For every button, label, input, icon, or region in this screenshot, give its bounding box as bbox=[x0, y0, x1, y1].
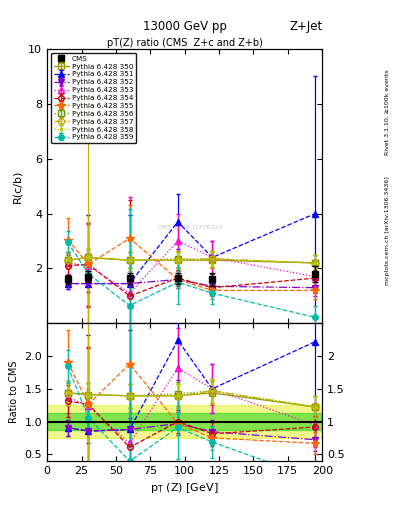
Text: Rivet 3.1.10, ≥100k events: Rivet 3.1.10, ≥100k events bbox=[385, 70, 389, 156]
Text: Z+Jet: Z+Jet bbox=[289, 20, 322, 33]
Text: mcplots.cern.ch [arXiv:1306.3436]: mcplots.cern.ch [arXiv:1306.3436] bbox=[385, 176, 389, 285]
Legend: CMS, Pythia 6.428 350, Pythia 6.428 351, Pythia 6.428 352, Pythia 6.428 353, Pyt: CMS, Pythia 6.428 350, Pythia 6.428 351,… bbox=[51, 53, 136, 143]
Y-axis label: Ratio to CMS: Ratio to CMS bbox=[9, 361, 19, 423]
Text: 13000 GeV pp: 13000 GeV pp bbox=[143, 20, 227, 33]
Bar bbox=[47, 405, 322, 438]
Y-axis label: R(c/b): R(c/b) bbox=[13, 169, 23, 203]
Bar bbox=[47, 413, 322, 430]
Title: pT(Z) ratio (CMS  Z+c and Z+b): pT(Z) ratio (CMS Z+c and Z+b) bbox=[107, 38, 263, 48]
X-axis label: $\mathregular{p_T}$ (Z) [GeV]: $\mathregular{p_T}$ (Z) [GeV] bbox=[151, 481, 219, 495]
Text: CMS_2020_I1776223: CMS_2020_I1776223 bbox=[158, 224, 223, 230]
